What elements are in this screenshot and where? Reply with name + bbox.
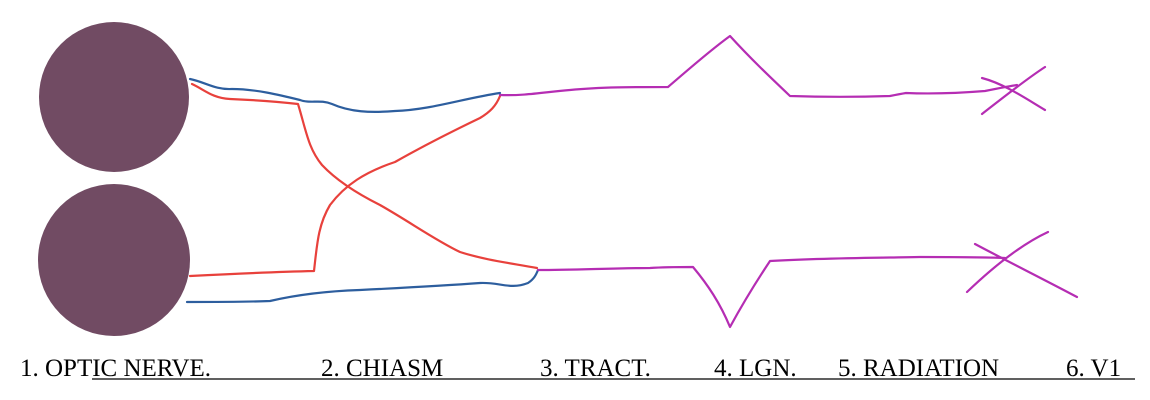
label-optic-nerve: 1. OPTIC NERVE. xyxy=(20,355,211,382)
upper-v1-stroke-b xyxy=(980,65,1047,116)
lower-tract-lgn-radiation xyxy=(536,255,1007,329)
lower-v1-stroke-a xyxy=(973,242,1079,299)
label-radiation: 5. RADIATION xyxy=(838,355,999,382)
lower-nasal-fiber xyxy=(188,94,502,278)
lower-v1-stroke-b xyxy=(965,230,1050,294)
label-chiasm: 2. CHIASM xyxy=(321,355,443,382)
label-lgn: 4. LGN. xyxy=(714,355,797,382)
lower-eye xyxy=(38,184,190,336)
upper-temporal-fiber xyxy=(188,77,502,113)
lower-temporal-fiber xyxy=(185,268,540,304)
upper-tract-lgn-radiation xyxy=(498,34,1019,98)
upper-nasal-fiber xyxy=(190,82,539,270)
label-tract: 3. TRACT. xyxy=(540,355,651,382)
upper-v1-stroke-a xyxy=(980,76,1047,112)
label-v1: 6. V1 xyxy=(1066,355,1121,382)
upper-eye xyxy=(39,22,189,172)
